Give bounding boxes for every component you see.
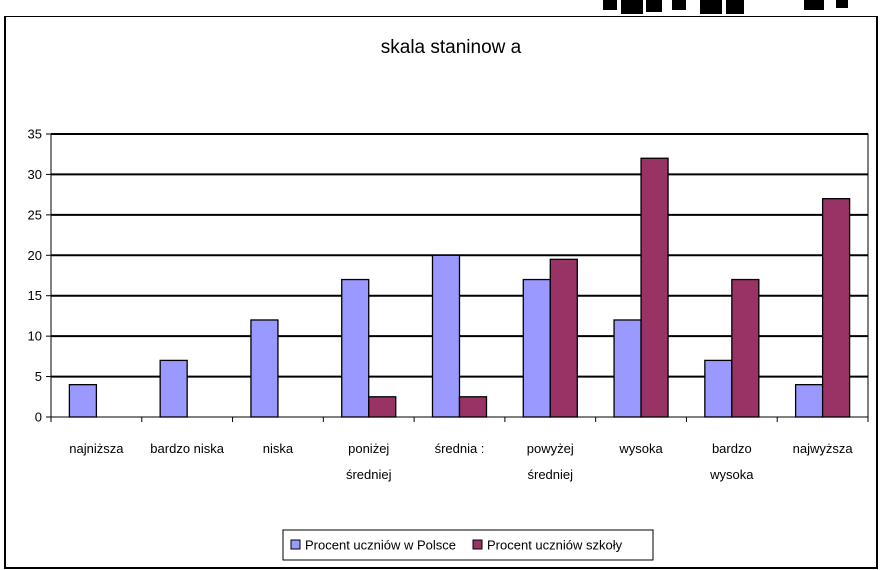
bar-polska — [704, 359, 733, 418]
bar-polska — [522, 278, 551, 418]
y-tick-label: 30 — [28, 167, 42, 182]
bar-polska — [250, 319, 279, 418]
x-category-label: średnia : — [435, 441, 485, 456]
y-tick-label: 35 — [28, 127, 42, 142]
bar-polska — [68, 384, 98, 418]
x-category-label: bardzo niska — [150, 441, 224, 456]
legend-swatch — [290, 539, 301, 550]
bar-polska — [431, 254, 461, 418]
legend-label: Procent uczniów szkoły — [487, 538, 623, 553]
legend-label: Procent uczniów w Polsce — [305, 538, 456, 553]
y-tick-label: 20 — [28, 248, 42, 263]
x-category-label: najwyższa — [793, 441, 854, 456]
x-category-label: najniższa — [69, 441, 124, 456]
bar-szkola — [549, 258, 578, 418]
y-tick-label: 10 — [28, 329, 42, 344]
x-category-label: niska — [263, 441, 294, 456]
legend-swatch — [472, 539, 483, 550]
cropped-top-fragment — [0, 0, 882, 16]
bar-szkola — [821, 198, 851, 418]
x-category-label: poniżej średniej — [346, 441, 392, 482]
chart-title: skala staninow a — [381, 37, 522, 58]
legend: Procent uczniów w Polsce Procent uczniów … — [282, 529, 654, 561]
legend-box — [282, 529, 654, 561]
y-tick-label: 0 — [35, 410, 42, 425]
bar-szkola — [368, 396, 397, 418]
y-tick-label: 15 — [28, 288, 42, 303]
bar-polska — [613, 319, 642, 418]
y-tick-label: 5 — [35, 369, 42, 384]
bar-polska — [159, 359, 188, 418]
y-tick-label: 25 — [28, 207, 42, 222]
x-category-label: powyżej średniej — [527, 441, 574, 482]
bar-szkola — [458, 396, 488, 418]
x-category-label: wysoka — [618, 441, 663, 456]
x-category-label: bardzo wysoka — [709, 441, 754, 482]
bar-polska — [341, 278, 370, 418]
bar-polska — [794, 384, 824, 418]
bar-layer — [68, 157, 851, 418]
axis-layer — [46, 133, 869, 422]
bar-szkola — [640, 157, 669, 418]
bar-szkola — [731, 278, 760, 418]
label-layer: 0 5 10 15 20 25 30 35 najniższa bardzo niska niska… — [28, 127, 854, 483]
